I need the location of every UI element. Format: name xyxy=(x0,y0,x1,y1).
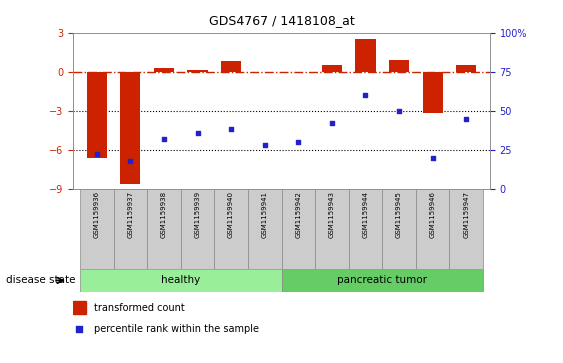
Text: healthy: healthy xyxy=(161,276,200,285)
Bar xyxy=(382,189,416,269)
Text: GSM1159944: GSM1159944 xyxy=(363,191,369,238)
Bar xyxy=(282,269,483,292)
Text: GSM1159937: GSM1159937 xyxy=(127,191,133,238)
Bar xyxy=(181,189,215,269)
Point xyxy=(395,108,404,114)
Point xyxy=(159,136,168,142)
Text: disease state: disease state xyxy=(6,276,75,285)
Bar xyxy=(154,68,174,72)
Bar xyxy=(282,189,315,269)
Bar xyxy=(80,189,114,269)
Text: percentile rank within the sample: percentile rank within the sample xyxy=(94,323,259,334)
Bar xyxy=(248,189,282,269)
Text: GSM1159946: GSM1159946 xyxy=(430,191,436,238)
Text: GSM1159942: GSM1159942 xyxy=(296,191,301,238)
Text: GSM1159945: GSM1159945 xyxy=(396,191,402,238)
Point xyxy=(294,139,303,145)
Bar xyxy=(389,60,409,72)
Bar xyxy=(147,189,181,269)
Point xyxy=(361,92,370,98)
Text: GSM1159939: GSM1159939 xyxy=(194,191,200,238)
Bar xyxy=(215,189,248,269)
Point xyxy=(126,158,135,164)
Bar xyxy=(416,189,449,269)
Bar xyxy=(114,189,147,269)
Bar xyxy=(73,301,86,314)
Point xyxy=(428,155,437,160)
Text: GSM1159941: GSM1159941 xyxy=(262,191,267,238)
Bar xyxy=(348,189,382,269)
Point xyxy=(75,326,84,331)
Point xyxy=(260,142,269,148)
Point xyxy=(226,127,235,132)
Text: GSM1159936: GSM1159936 xyxy=(93,191,100,238)
Text: GSM1159943: GSM1159943 xyxy=(329,191,335,238)
Bar xyxy=(322,65,342,72)
Bar xyxy=(221,61,241,72)
Bar xyxy=(87,72,107,158)
Text: transformed count: transformed count xyxy=(94,303,185,313)
Point xyxy=(462,115,471,121)
Point xyxy=(193,130,202,135)
Point xyxy=(328,120,337,126)
Text: GSM1159940: GSM1159940 xyxy=(228,191,234,238)
Text: pancreatic tumor: pancreatic tumor xyxy=(337,276,427,285)
Bar xyxy=(423,72,443,113)
Bar xyxy=(355,39,376,72)
Point xyxy=(92,151,101,157)
Bar xyxy=(120,72,140,184)
Bar xyxy=(456,65,476,72)
Text: GSM1159947: GSM1159947 xyxy=(463,191,470,238)
Text: GDS4767 / 1418108_at: GDS4767 / 1418108_at xyxy=(209,15,354,28)
Bar xyxy=(315,189,348,269)
Text: GSM1159938: GSM1159938 xyxy=(161,191,167,238)
Bar xyxy=(187,70,208,72)
Bar xyxy=(80,269,282,292)
Bar xyxy=(449,189,483,269)
